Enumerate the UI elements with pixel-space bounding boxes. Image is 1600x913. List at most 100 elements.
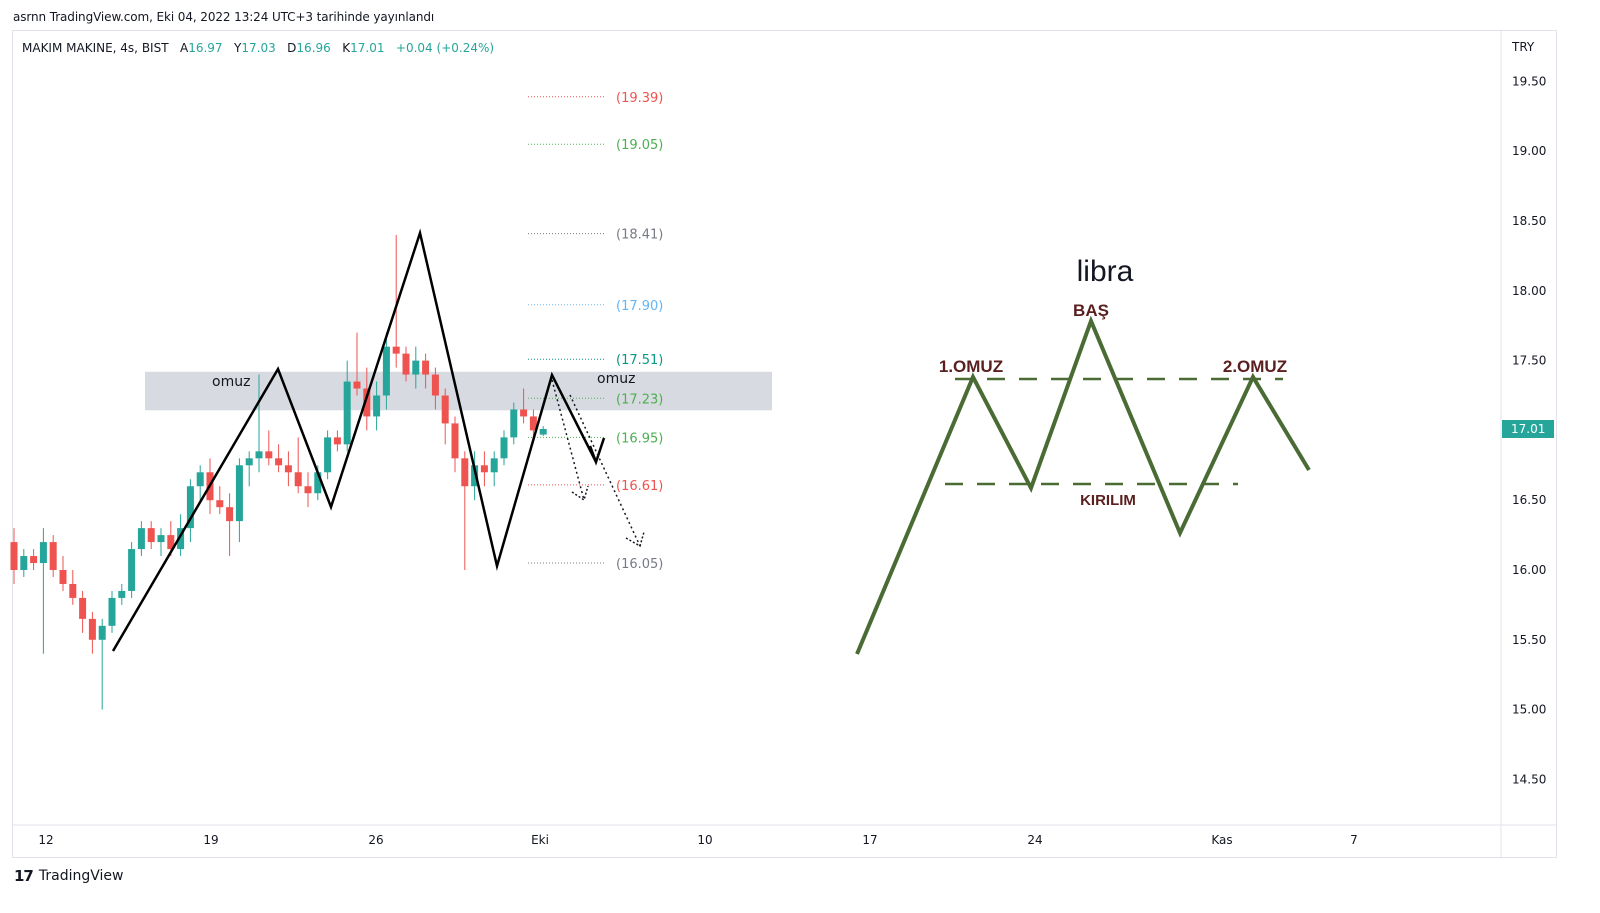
pattern-arrow-head bbox=[588, 437, 606, 466]
candle-body bbox=[539, 429, 547, 435]
time-tick-label: 19 bbox=[203, 833, 218, 847]
candle-body bbox=[304, 486, 312, 494]
published-header: asrnn TradingView.com, Eki 04, 2022 13:2… bbox=[13, 10, 435, 24]
candle-body bbox=[137, 528, 145, 550]
close-value: 17.01 bbox=[350, 41, 385, 55]
candle-body bbox=[118, 590, 126, 598]
level-label: (17.51) bbox=[616, 353, 663, 368]
candle-body bbox=[431, 374, 439, 396]
candle-body bbox=[363, 388, 371, 417]
candle-body bbox=[265, 451, 273, 459]
candle-body bbox=[343, 381, 351, 445]
candle-body bbox=[98, 625, 106, 640]
candle-body bbox=[461, 458, 469, 487]
candle-body bbox=[216, 500, 224, 508]
candle-body bbox=[382, 346, 390, 396]
libra-title: libra bbox=[1077, 255, 1134, 288]
projection-arrow-1-head bbox=[571, 485, 589, 502]
low-label: D bbox=[287, 41, 297, 55]
candle-body bbox=[392, 346, 400, 354]
price-tick-label: 18.00 bbox=[1512, 284, 1546, 298]
candle-body bbox=[324, 437, 332, 473]
time-tick-label: 7 bbox=[1350, 833, 1358, 847]
level-label: (18.41) bbox=[616, 228, 663, 243]
open-value: 16.97 bbox=[188, 41, 223, 55]
candle-body bbox=[79, 597, 87, 619]
close-label: K bbox=[342, 41, 351, 55]
candle-body bbox=[226, 507, 234, 522]
chart-frame bbox=[12, 30, 1557, 858]
libra-shoulder1-label: 1.OMUZ bbox=[939, 357, 1003, 376]
candle-body bbox=[451, 423, 459, 459]
candle-body bbox=[10, 542, 18, 570]
ohlc-legend: MAKIM MAKINE, 4s, BIST A16.97 Y17.03 D16… bbox=[22, 41, 494, 55]
candle-body bbox=[412, 360, 420, 375]
time-tick-label: 24 bbox=[1027, 833, 1042, 847]
level-label: (16.95) bbox=[616, 431, 663, 446]
candle-body bbox=[59, 570, 67, 584]
candle-body bbox=[147, 528, 155, 543]
tradingview-footer[interactable]: 17 TradingView bbox=[14, 867, 123, 885]
candle-body bbox=[520, 409, 528, 417]
time-tick-label: 26 bbox=[368, 833, 383, 847]
candle-body bbox=[294, 472, 302, 487]
level-label: (16.61) bbox=[616, 479, 663, 494]
open-label: A bbox=[179, 41, 189, 55]
candle-body bbox=[186, 486, 194, 529]
candle-body bbox=[314, 472, 322, 494]
candle-body bbox=[275, 458, 283, 466]
candle-body bbox=[441, 395, 449, 424]
candle-body bbox=[373, 395, 381, 417]
price-tick-label: 16.50 bbox=[1512, 493, 1546, 507]
low-value: 16.96 bbox=[296, 41, 331, 55]
candle-body bbox=[88, 618, 96, 640]
level-label: (19.05) bbox=[616, 138, 663, 153]
price-tick-label: 15.50 bbox=[1512, 633, 1546, 647]
candle-body bbox=[471, 465, 479, 487]
projection-arrow-2-head bbox=[625, 531, 645, 548]
time-tick-label: 12 bbox=[38, 833, 53, 847]
level-label: (19.39) bbox=[616, 91, 663, 106]
price-tick-label: 17.50 bbox=[1512, 354, 1546, 368]
libra-head-label: BAŞ bbox=[1073, 301, 1109, 320]
candle-body bbox=[39, 542, 47, 564]
high-label: Y bbox=[234, 41, 242, 55]
candle-body bbox=[49, 542, 57, 570]
price-tick-label: 16.00 bbox=[1512, 563, 1546, 577]
symbol-label[interactable]: MAKIM MAKINE, 4s, BIST bbox=[22, 41, 169, 55]
level-label: (16.05) bbox=[616, 557, 663, 572]
candle-body bbox=[69, 583, 77, 598]
libra-break-label: KIRILIM bbox=[1080, 492, 1136, 509]
candle-body bbox=[510, 409, 518, 438]
candle-body bbox=[128, 549, 136, 591]
candle-body bbox=[490, 458, 498, 473]
pattern-zigzag bbox=[111, 228, 598, 652]
band-label-left: omuz bbox=[212, 374, 250, 390]
candle-body bbox=[20, 556, 28, 570]
candle-body bbox=[157, 535, 165, 543]
band-label-right: omuz bbox=[597, 371, 635, 387]
time-tick-label: Eki bbox=[531, 833, 549, 847]
time-tick-label: Kas bbox=[1211, 833, 1232, 847]
time-tick-label: 10 bbox=[697, 833, 712, 847]
candle-body bbox=[235, 465, 243, 522]
price-tick-label: 15.00 bbox=[1512, 703, 1546, 717]
candle-body bbox=[529, 416, 537, 431]
change-value: +0.04 (+0.24%) bbox=[395, 41, 495, 55]
price-tick-label: 19.50 bbox=[1512, 74, 1546, 88]
candle-body bbox=[196, 472, 204, 487]
currency-label: TRY bbox=[1511, 40, 1535, 54]
candle-body bbox=[167, 535, 175, 550]
level-label: (17.23) bbox=[616, 392, 663, 407]
time-tick-label: 17 bbox=[862, 833, 877, 847]
level-label: (17.90) bbox=[616, 299, 663, 314]
candle-body bbox=[480, 465, 488, 473]
projection-arrow-2 bbox=[569, 394, 641, 547]
tradingview-brand: TradingView bbox=[38, 868, 124, 884]
candle-body bbox=[402, 353, 410, 375]
last-price-label: 17.01 bbox=[1511, 422, 1545, 436]
candle-body bbox=[353, 381, 361, 389]
candle-body bbox=[284, 465, 292, 473]
